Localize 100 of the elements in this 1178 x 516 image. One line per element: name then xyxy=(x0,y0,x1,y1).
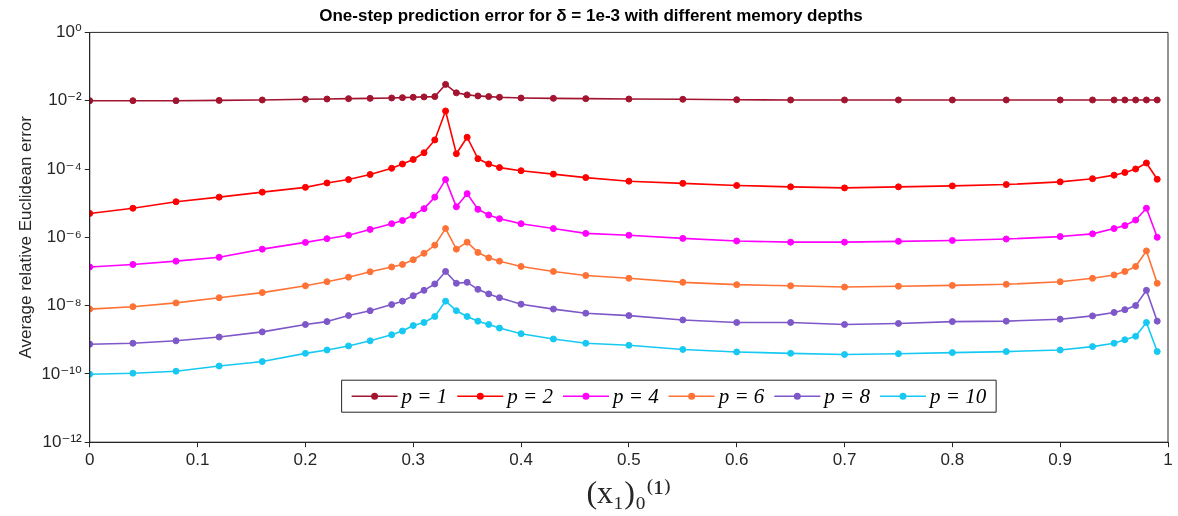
point xyxy=(172,367,180,375)
x-tick-label: 0.7 xyxy=(832,450,857,470)
point xyxy=(409,211,417,219)
point xyxy=(420,205,428,213)
point xyxy=(582,339,590,347)
point xyxy=(1142,247,1150,255)
point xyxy=(215,294,223,302)
point xyxy=(948,318,956,326)
point xyxy=(625,312,633,320)
point xyxy=(1110,271,1118,279)
legend-label: p = 4 xyxy=(610,383,660,408)
point xyxy=(442,176,450,184)
point xyxy=(1153,96,1161,104)
point xyxy=(431,93,439,101)
point xyxy=(1002,235,1010,243)
point xyxy=(1089,274,1097,282)
point xyxy=(1142,96,1150,104)
point xyxy=(431,136,439,144)
point xyxy=(894,183,902,191)
point xyxy=(679,179,687,187)
point xyxy=(129,260,137,268)
point xyxy=(431,241,439,249)
point xyxy=(1121,169,1129,176)
point xyxy=(495,93,503,101)
point xyxy=(1153,348,1161,356)
point xyxy=(1002,181,1010,189)
point xyxy=(1110,171,1118,179)
point xyxy=(452,279,460,287)
point xyxy=(495,215,503,223)
point xyxy=(517,167,525,175)
point xyxy=(388,301,396,309)
point xyxy=(420,319,428,326)
x-tick-label: 0.3 xyxy=(401,450,426,470)
point xyxy=(474,92,482,100)
point xyxy=(485,211,493,219)
point xyxy=(679,95,687,103)
point xyxy=(582,95,590,103)
point xyxy=(345,231,353,239)
point xyxy=(129,369,137,377)
point xyxy=(1056,278,1064,286)
point xyxy=(215,362,223,370)
point xyxy=(388,331,396,339)
point xyxy=(549,335,557,343)
point xyxy=(1121,336,1129,344)
point xyxy=(215,193,223,201)
point xyxy=(1002,96,1010,104)
point xyxy=(463,190,471,198)
point xyxy=(1056,315,1064,323)
point xyxy=(1089,175,1097,183)
point xyxy=(442,225,450,233)
point xyxy=(549,225,557,233)
point xyxy=(258,358,266,366)
y-tick-label: 10⁻⁶ xyxy=(46,226,82,246)
point xyxy=(474,155,482,163)
point xyxy=(366,337,374,345)
point xyxy=(463,133,471,141)
point xyxy=(517,262,525,270)
point xyxy=(388,263,396,271)
point xyxy=(420,286,428,294)
point xyxy=(841,351,849,358)
y-tick-label: 10⁻⁸ xyxy=(46,295,82,315)
point xyxy=(452,150,460,158)
point xyxy=(129,303,137,311)
point xyxy=(495,164,503,172)
point xyxy=(431,193,439,201)
point xyxy=(323,318,331,326)
point xyxy=(172,198,180,206)
point xyxy=(1121,306,1129,314)
point xyxy=(495,294,503,302)
point xyxy=(1056,178,1064,186)
point xyxy=(679,234,687,242)
point xyxy=(398,327,406,335)
point xyxy=(463,278,471,286)
point xyxy=(841,238,849,246)
point xyxy=(172,97,180,105)
point xyxy=(549,94,557,102)
point xyxy=(948,182,956,190)
point xyxy=(787,96,795,104)
point xyxy=(1089,230,1097,238)
point xyxy=(1132,302,1140,310)
point xyxy=(409,322,417,330)
point xyxy=(485,290,493,298)
chart-title: One-step prediction error for δ = 1e-3 with different memory depths xyxy=(319,5,863,25)
point xyxy=(948,236,956,244)
point xyxy=(301,238,309,246)
x-axis-title: (x₁)₀⁽¹⁾ xyxy=(586,474,672,511)
x-tick-label: 1 xyxy=(1163,450,1173,470)
point xyxy=(679,316,687,324)
point xyxy=(215,333,223,341)
point xyxy=(452,89,460,97)
point xyxy=(366,268,374,276)
point xyxy=(474,205,482,213)
point xyxy=(1089,96,1097,104)
point xyxy=(485,160,493,168)
point xyxy=(1056,233,1064,241)
point xyxy=(129,97,137,105)
point xyxy=(129,339,137,347)
point xyxy=(420,93,428,101)
point xyxy=(733,281,741,289)
point xyxy=(398,160,406,168)
